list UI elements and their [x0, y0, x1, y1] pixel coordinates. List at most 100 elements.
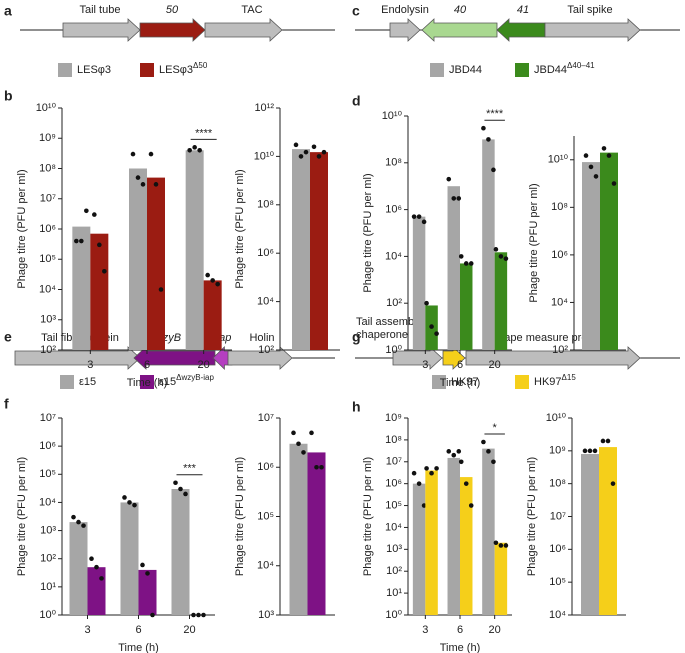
replicate-dot: [468, 261, 474, 266]
gene-arrow: [421, 18, 498, 42]
replicate-dot: [458, 459, 464, 465]
y-tick-label: 10⁴: [39, 283, 56, 295]
legend-label: JBD44Δ40–41: [534, 61, 595, 76]
y-tick-label: 10¹²: [254, 102, 274, 114]
replicate-dot: [314, 464, 319, 470]
legend-label: HK97Δ15: [534, 373, 576, 388]
replicate-dot: [173, 480, 178, 486]
x-tick-label: 6: [144, 359, 150, 371]
replicate-dot: [201, 612, 206, 618]
legend-label: ε15ΔwzyB-iap: [159, 373, 214, 388]
replicate-dot: [205, 272, 210, 278]
replicate-dot: [130, 151, 136, 157]
replicate-dot: [491, 167, 496, 173]
replicate-dot: [79, 238, 84, 244]
legend-swatch: [140, 63, 154, 77]
x-axis-label: Time (h): [118, 642, 159, 653]
y-tick-label: 10⁸: [257, 199, 274, 211]
replicate-dot: [503, 256, 509, 261]
gene-label: Tail assembly chaperone: [356, 316, 423, 341]
legend-swatch: [515, 63, 529, 77]
significance-label: ***: [183, 463, 197, 475]
y-tick-label: 10⁰: [385, 609, 402, 621]
legend-name: HK97: [534, 376, 562, 388]
gene-label: Tail spike: [567, 4, 612, 16]
replicate-dot: [592, 448, 598, 454]
y-tick-label: 10⁵: [39, 253, 56, 265]
legend-name: ε15: [79, 376, 96, 388]
replicate-dot: [293, 142, 299, 148]
y-tick-label: 10⁴: [549, 609, 566, 621]
gene-arrow: [62, 18, 141, 42]
y-tick-label: 10⁴: [385, 250, 402, 262]
y-tick-label: 10⁵: [39, 468, 56, 480]
replicate-dot: [153, 182, 159, 187]
bar: [203, 280, 222, 350]
bar: [310, 152, 328, 350]
gene-label: Tape measure protein: [499, 332, 605, 344]
bar: [292, 149, 310, 350]
replicate-dot: [298, 154, 304, 159]
legend-superscript: Δ15: [562, 373, 577, 382]
y-tick-label: 10⁹: [39, 132, 56, 144]
replicate-dot: [416, 481, 422, 486]
replicate-dot: [481, 125, 486, 131]
x-tick-label: 6: [457, 359, 463, 371]
legend-superscript: Δ50: [193, 61, 208, 70]
replicate-dot: [132, 502, 137, 508]
y-tick-label: 10¹⁰: [548, 154, 569, 166]
bar: [120, 502, 139, 615]
y-tick-label: 10²: [40, 553, 56, 565]
replicate-dot: [421, 219, 427, 225]
y-tick-label: 10⁷: [258, 412, 274, 424]
y-tick-label: 10⁰: [385, 344, 402, 356]
replicate-dot: [593, 174, 599, 179]
y-axis-label: Phage titre (PFU per ml): [234, 457, 246, 576]
legend-swatch: [58, 63, 72, 77]
bar: [147, 177, 165, 350]
replicate-dot: [145, 571, 150, 576]
legend-label: JBD44: [449, 64, 482, 76]
legend-name: LESφ3: [159, 64, 193, 76]
gene-arrow: [139, 18, 206, 42]
replicate-dot: [429, 470, 434, 476]
replicate-dot: [486, 449, 491, 454]
replicate-dot: [99, 576, 104, 581]
replicate-dot: [84, 208, 89, 214]
y-axis-label: Phage titre (PFU per ml): [362, 457, 374, 576]
replicate-dot: [296, 441, 301, 447]
x-axis-label: Time (h): [440, 642, 481, 653]
gene-label: Tail tube: [80, 4, 121, 16]
replicate-dot: [446, 449, 452, 454]
x-tick-label: 3: [84, 624, 90, 636]
y-axis-label: Phage titre (PFU per ml): [16, 169, 28, 288]
bar: [307, 452, 326, 615]
panel-letter: a: [4, 3, 12, 19]
bar: [425, 470, 438, 615]
replicate-dot: [416, 214, 422, 219]
replicate-dot: [611, 181, 617, 186]
bar: [87, 567, 106, 615]
legend-name: ε15: [159, 376, 176, 388]
significance-label: *: [493, 422, 498, 434]
replicate-dot: [605, 438, 611, 444]
replicate-dot: [503, 543, 509, 548]
replicate-dot: [89, 556, 94, 562]
legend-label: LESφ3: [77, 64, 111, 76]
y-tick-label: 10⁸: [39, 162, 56, 174]
replicate-dot: [606, 153, 612, 158]
replicate-dot: [81, 523, 86, 528]
gene-label-text: Tail assembly chaperone: [356, 316, 423, 341]
x-tick-label: 3: [422, 359, 428, 371]
y-tick-label: 10⁶: [257, 461, 274, 473]
replicate-dot: [451, 452, 457, 458]
y-tick-label: 10¹: [386, 587, 402, 599]
replicate-dot: [140, 562, 145, 568]
replicate-dot: [421, 503, 427, 508]
replicate-dot: [434, 331, 439, 336]
replicate-dot: [97, 242, 102, 248]
replicate-dot: [493, 247, 499, 252]
bar: [447, 457, 460, 615]
replicate-dot: [71, 514, 76, 520]
panel-letter: e: [4, 329, 12, 345]
